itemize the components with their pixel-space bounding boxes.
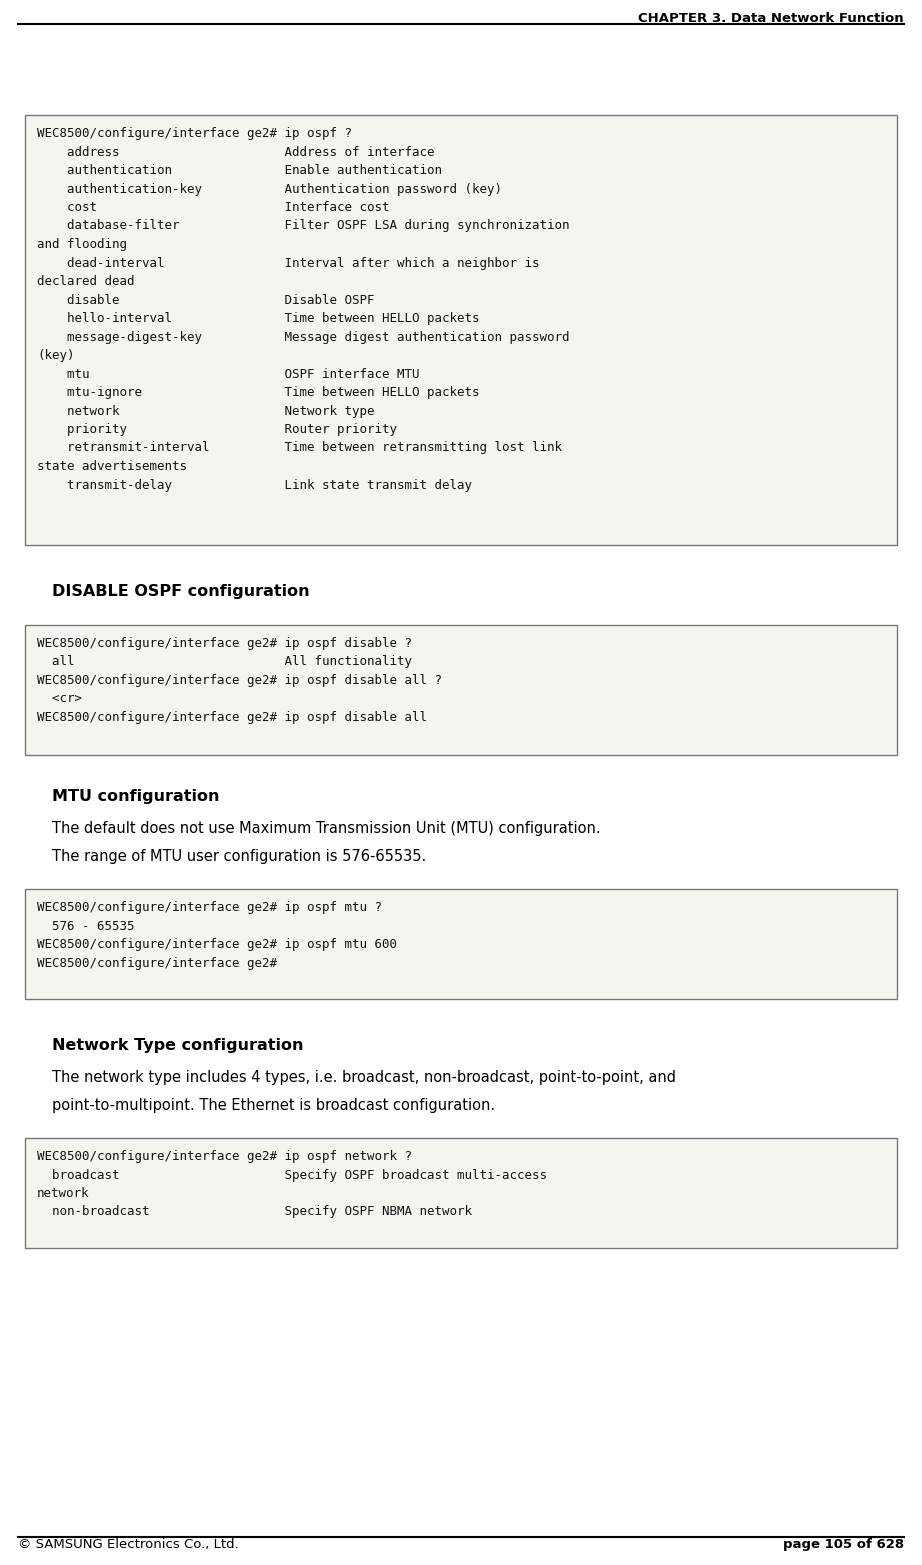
Text: The range of MTU user configuration is 576-65535.: The range of MTU user configuration is 5…: [52, 848, 426, 864]
Text: DISABLE OSPF configuration: DISABLE OSPF configuration: [52, 584, 310, 599]
Text: CHAPTER 3. Data Network Function: CHAPTER 3. Data Network Function: [638, 13, 904, 25]
Text: WEC8500/configure/interface ge2# ip ospf mtu ?
  576 - 65535
WEC8500/configure/i: WEC8500/configure/interface ge2# ip ospf…: [37, 901, 397, 969]
Text: WEC8500/configure/interface ge2# ip ospf disable ?
  all                        : WEC8500/configure/interface ge2# ip ospf…: [37, 637, 442, 725]
Text: point-to-multipoint. The Ethernet is broadcast configuration.: point-to-multipoint. The Ethernet is bro…: [52, 1099, 495, 1113]
Text: The network type includes 4 types, i.e. broadcast, non-broadcast, point-to-point: The network type includes 4 types, i.e. …: [52, 1070, 676, 1085]
FancyBboxPatch shape: [25, 889, 897, 998]
Text: page 105 of 628: page 105 of 628: [783, 1538, 904, 1551]
Text: © SAMSUNG Electronics Co., Ltd.: © SAMSUNG Electronics Co., Ltd.: [18, 1538, 239, 1551]
Text: Network Type configuration: Network Type configuration: [52, 1038, 303, 1053]
Text: WEC8500/configure/interface ge2# ip ospf network ?
  broadcast                  : WEC8500/configure/interface ge2# ip ospf…: [37, 1150, 547, 1219]
FancyBboxPatch shape: [25, 1138, 897, 1247]
Text: MTU configuration: MTU configuration: [52, 789, 219, 804]
Text: The default does not use Maximum Transmission Unit (MTU) configuration.: The default does not use Maximum Transmi…: [52, 822, 600, 836]
FancyBboxPatch shape: [25, 114, 897, 545]
FancyBboxPatch shape: [25, 624, 897, 754]
Text: WEC8500/configure/interface ge2# ip ospf ?
    address                      Addr: WEC8500/configure/interface ge2# ip ospf…: [37, 127, 570, 491]
